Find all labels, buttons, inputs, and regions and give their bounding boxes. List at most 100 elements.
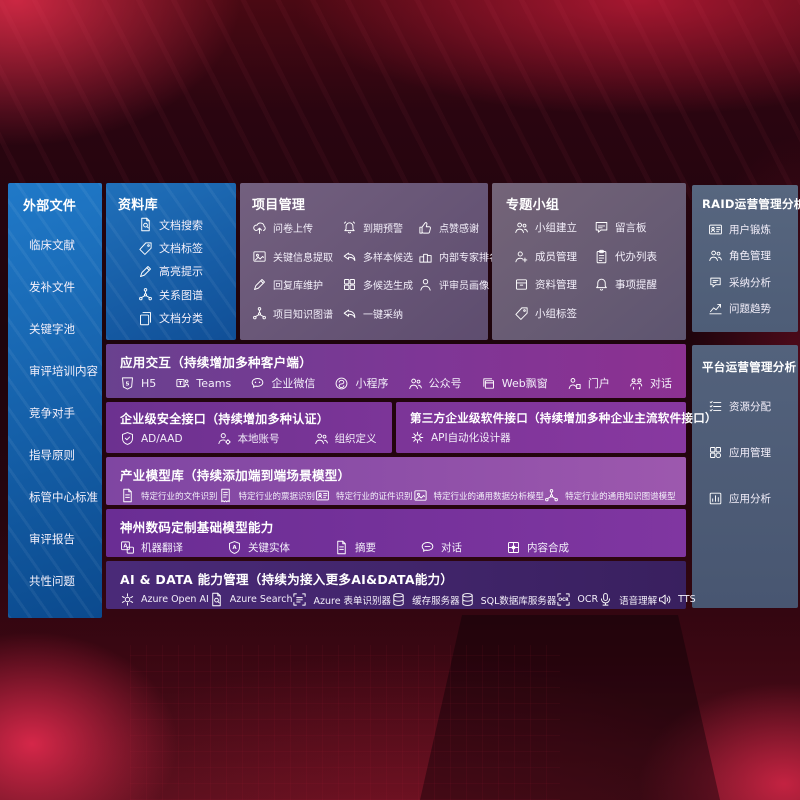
graph-icon bbox=[252, 306, 267, 321]
list-item: 资源分配 bbox=[708, 399, 792, 414]
panel-title: 应用交互（持续增加多种客户端） bbox=[120, 355, 313, 370]
people-icon bbox=[708, 248, 723, 263]
list-item: 成员管理 bbox=[514, 249, 594, 264]
doc-search-icon bbox=[138, 217, 153, 232]
list-item: 对话 bbox=[420, 540, 462, 555]
panel-topic-groups: 专题小组 小组建立 留言板 成员管理 代办列表 资料管理 事项提醒 小组标签 bbox=[492, 183, 686, 340]
panel-project-management: 项目管理 问卷上传 到期预警 点赞感谢 关键信息提取 多样本候选 内部专家排名 … bbox=[240, 183, 499, 340]
panel-title: 第三方企业级软件接口（持续增加多种企业主流软件接口） bbox=[410, 411, 717, 425]
item-label: 发补文件 bbox=[29, 280, 75, 294]
photo-icon bbox=[413, 488, 428, 503]
openai-icon bbox=[120, 592, 135, 607]
item-label: 点赞感谢 bbox=[439, 223, 479, 235]
doc-icon bbox=[334, 540, 349, 555]
id-card-icon bbox=[315, 488, 330, 503]
item-label: 关系图谱 bbox=[159, 288, 203, 302]
translate-icon bbox=[120, 540, 135, 555]
chat-analysis-icon bbox=[708, 275, 723, 290]
item-label: SQL数据库服务器 bbox=[480, 595, 557, 607]
trend-icon bbox=[708, 301, 723, 316]
alarm-icon bbox=[342, 220, 357, 235]
item-label: 应用管理 bbox=[729, 447, 771, 459]
item-label: 问卷上传 bbox=[273, 223, 313, 235]
project-items: 问卷上传 到期预警 点赞感谢 关键信息提取 多样本候选 内部专家排名 回复库维护… bbox=[252, 213, 499, 328]
list-item: Azure Search bbox=[209, 592, 292, 607]
list-item: 多样本候选 bbox=[342, 249, 418, 264]
graph-icon bbox=[138, 287, 153, 302]
pen-icon bbox=[138, 264, 153, 279]
item-label: 回复库维护 bbox=[273, 281, 323, 293]
item-label: 资源分配 bbox=[729, 401, 771, 413]
list-item: 缓存服务器 bbox=[391, 592, 460, 607]
list-item: API自动化设计器 bbox=[410, 430, 511, 445]
list-item: 项目知识图谱 bbox=[252, 306, 342, 321]
library-items: 文档搜索 文档标签 高亮提示 关系图谱 文档分类 bbox=[118, 213, 226, 330]
photo-icon bbox=[252, 249, 267, 264]
panel-app-interaction: 应用交互（持续增加多种客户端） H5 Teams 企业微信 小程序 公众号 We… bbox=[106, 344, 686, 398]
list-item: 点赞感谢 bbox=[418, 220, 500, 235]
item-label: 指导原则 bbox=[29, 448, 75, 462]
item-label: 事项提醒 bbox=[615, 279, 657, 292]
database-icon bbox=[391, 592, 406, 607]
item-label: 角色管理 bbox=[729, 250, 771, 263]
reply-arrow-icon bbox=[342, 249, 357, 264]
chat-icon bbox=[420, 540, 435, 555]
item-label: 用户锻炼 bbox=[729, 223, 771, 236]
person-gear-icon bbox=[217, 431, 232, 446]
item-label: 到期预警 bbox=[363, 223, 403, 235]
item-label: 小组标签 bbox=[535, 308, 577, 321]
item-label: Web飘窗 bbox=[501, 377, 548, 390]
item-label: 特定行业的票据识别 bbox=[238, 491, 316, 502]
list-item: 内容合成 bbox=[506, 540, 569, 555]
clipboard-icon bbox=[594, 249, 609, 264]
panel-industry-models: 产业模型库（持续添加端到端场景模型） 特定行业的文件识别 特定行业的票据识别 特… bbox=[106, 457, 686, 505]
item-label: API自动化设计器 bbox=[431, 432, 511, 444]
list-item: 特定行业的票据识别 bbox=[218, 488, 316, 503]
panel-ai-data-capabilities: AI & DATA 能力管理（持续为接入更多AI&DATA能力） Azure O… bbox=[106, 561, 696, 609]
list-item: Teams bbox=[175, 376, 231, 391]
panel-title: AI & DATA 能力管理（持续为接入更多AI&DATA能力） bbox=[120, 572, 454, 587]
panel-title: RAID运营管理分析 bbox=[702, 197, 800, 211]
item-label: 特定行业的证件识别 bbox=[336, 491, 413, 502]
security-items: AD/AAD 本地账号 组织定义 bbox=[120, 431, 378, 446]
thumbs-up-icon bbox=[418, 220, 433, 235]
list-item: 事项提醒 bbox=[594, 277, 674, 292]
list-item: 资料管理 bbox=[514, 277, 594, 292]
raid-items: 用户锻炼 角色管理 采纳分析 问题趋势 bbox=[702, 216, 792, 322]
sidebar-items: 临床文献 发补文件 关键字池 审评培训内容 竞争对手 指导原则 标管中心标准 审… bbox=[23, 224, 98, 602]
people-icon bbox=[314, 431, 329, 446]
list-item: 发补文件 bbox=[29, 279, 94, 295]
list-item: Web飘窗 bbox=[481, 375, 548, 391]
shield-icon bbox=[120, 431, 135, 446]
interaction-items: H5 Teams 企业微信 小程序 公众号 Web飘窗 门户 对话 bbox=[120, 375, 672, 391]
item-label: 应用分析 bbox=[729, 493, 771, 505]
light-streaks bbox=[0, 0, 800, 200]
aidata-items: Azure Open AI Azure Search Azure 表单识别器 缓… bbox=[120, 592, 696, 607]
item-label: Azure 表单识别器 bbox=[313, 595, 392, 607]
list-item: 关键信息提取 bbox=[252, 249, 342, 264]
teams-icon bbox=[175, 376, 190, 391]
apps-icon bbox=[708, 445, 723, 460]
list-item: 对话 bbox=[629, 375, 672, 391]
item-label: 内部专家排名 bbox=[439, 252, 499, 264]
item-label: Teams bbox=[196, 376, 232, 390]
list-item: 内部专家排名 bbox=[418, 249, 500, 264]
list-item: 特定行业的证件识别 bbox=[315, 488, 413, 503]
list-item: 高亮提示 bbox=[138, 263, 226, 279]
item-label: 多样本候选 bbox=[363, 252, 413, 264]
list-item: H5 bbox=[120, 376, 156, 391]
item-label: 一键采纳 bbox=[363, 310, 403, 322]
bell-icon bbox=[594, 277, 609, 292]
list-item: 特定行业的文件识别 bbox=[120, 488, 218, 503]
list-item: AD/AAD bbox=[120, 431, 183, 446]
list-item: SQL数据库服务器 bbox=[460, 592, 557, 607]
list-item: 留言板 bbox=[594, 220, 674, 235]
item-label: 评审员画像 bbox=[439, 281, 489, 293]
list-item: OCR bbox=[556, 592, 598, 607]
doc-icon bbox=[120, 488, 135, 503]
list-item: 应用分析 bbox=[708, 491, 792, 506]
groups-items: 小组建立 留言板 成员管理 代办列表 资料管理 事项提醒 小组标签 bbox=[506, 213, 674, 328]
mic-icon bbox=[598, 592, 613, 607]
panel-title: 平台运营管理分析 bbox=[702, 360, 797, 374]
